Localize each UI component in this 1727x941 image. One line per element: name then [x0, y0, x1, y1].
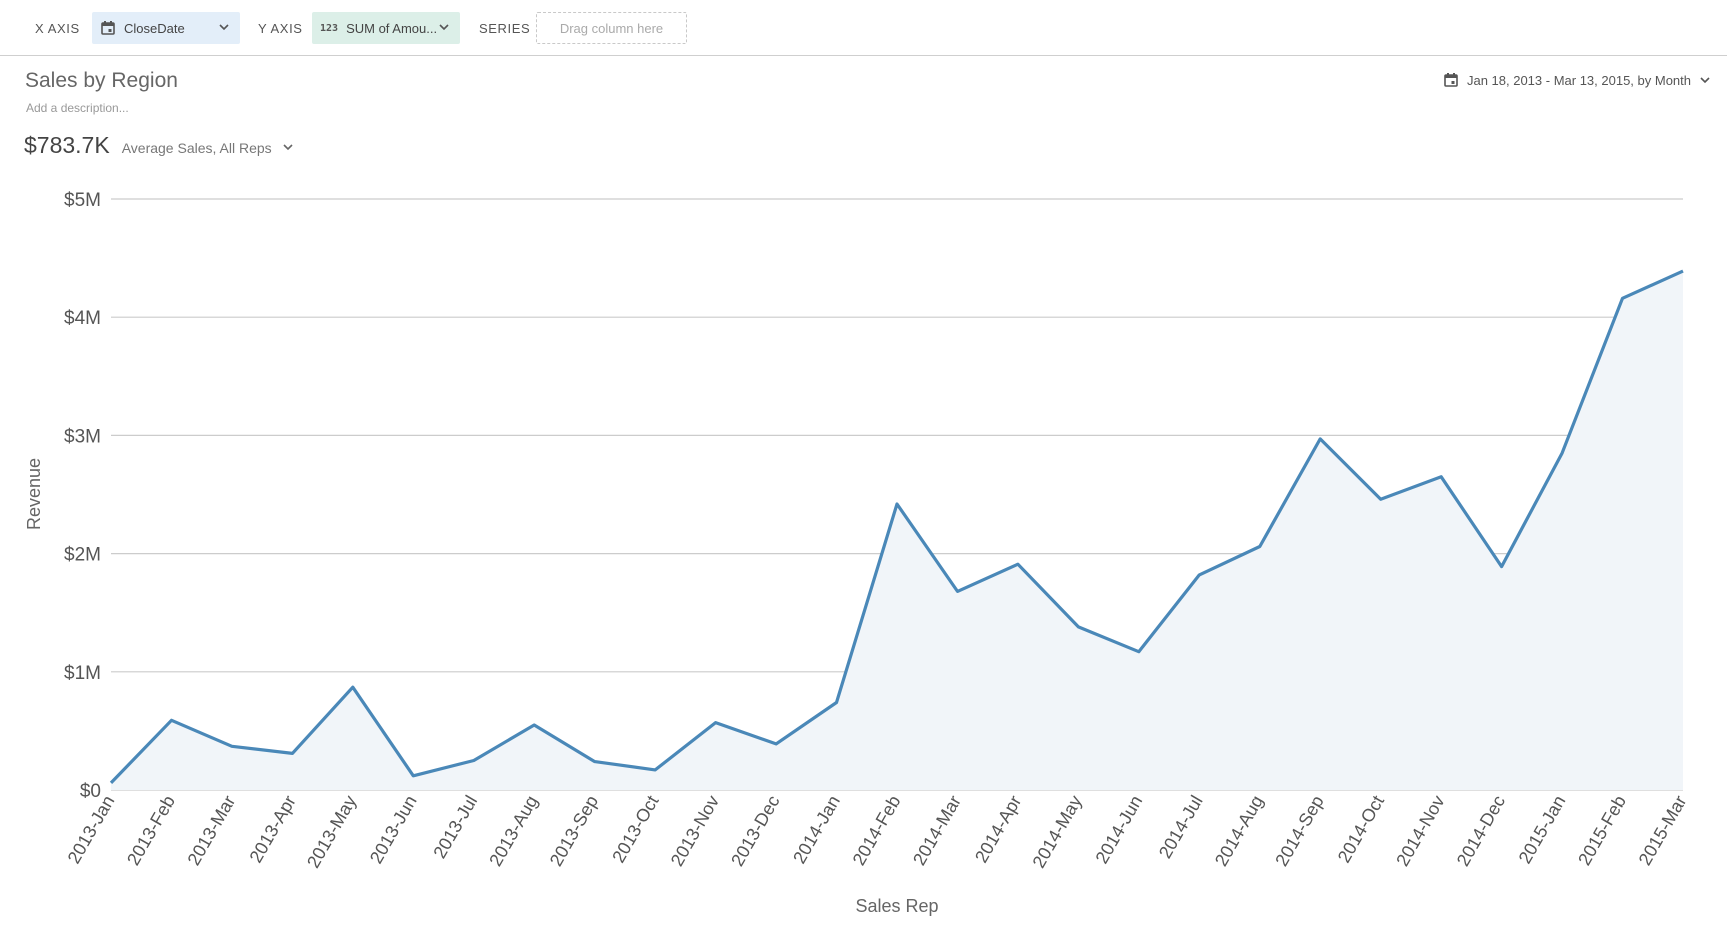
- chevron-down-icon[interactable]: [282, 141, 294, 153]
- data-point[interactable]: [105, 777, 117, 789]
- data-point[interactable]: [1617, 292, 1629, 304]
- data-point[interactable]: [347, 681, 359, 693]
- x-tick-label: 2014-Jul: [1155, 792, 1207, 862]
- y-axis-field-value: SUM of Amou...: [346, 20, 438, 36]
- description-field[interactable]: Add a description...: [26, 101, 129, 115]
- x-tick-label: 2013-Nov: [667, 792, 723, 870]
- x-tick-label: 2013-Jan: [64, 792, 119, 867]
- data-point[interactable]: [226, 740, 238, 752]
- number-type-icon: 123: [320, 22, 339, 34]
- data-point[interactable]: [286, 747, 298, 759]
- data-point[interactable]: [1254, 541, 1266, 553]
- x-tick-label: 2014-Jan: [789, 792, 844, 867]
- data-point[interactable]: [1133, 646, 1145, 658]
- x-tick-label: 2013-May: [303, 792, 360, 871]
- x-tick-label: 2013-Aug: [485, 792, 541, 870]
- series-drop-placeholder: Drag column here: [559, 20, 664, 36]
- data-point[interactable]: [831, 697, 843, 709]
- metric-selector[interactable]: Average Sales, All Reps: [121, 140, 272, 156]
- x-tick-label: 2013-Mar: [184, 792, 240, 869]
- y-tick-label: $3M: [64, 426, 101, 447]
- metric-value: $783.7K: [24, 132, 110, 158]
- x-axis-title: Sales Rep: [855, 896, 938, 916]
- data-point[interactable]: [165, 714, 177, 726]
- x-tick-label: 2014-Jun: [1091, 792, 1146, 867]
- chevron-down-icon[interactable]: [218, 20, 230, 34]
- calendar-icon: [101, 21, 115, 35]
- data-point[interactable]: [1677, 265, 1689, 277]
- x-tick-label: 2013-Jun: [366, 792, 421, 867]
- data-point[interactable]: [1012, 558, 1024, 570]
- data-point[interactable]: [770, 738, 782, 750]
- summary-metric: $783.7K Average Sales, All Reps: [24, 132, 294, 159]
- x-tick-label: 2013-Jul: [429, 792, 481, 862]
- series-line: [109, 269, 1684, 785]
- x-tick-label: 2014-Aug: [1211, 792, 1267, 870]
- chevron-down-icon: [1700, 77, 1710, 84]
- y-tick-layer: $0 $1M $2M $3M $4M $5M: [64, 190, 101, 802]
- line-layer: [105, 265, 1689, 789]
- x-axis-field-value: CloseDate: [124, 20, 185, 36]
- data-point[interactable]: [589, 756, 601, 768]
- series-label: SERIES: [479, 21, 531, 36]
- chevron-down-icon[interactable]: [438, 20, 450, 34]
- x-tick-label: 2015-Jan: [1515, 792, 1570, 867]
- y-tick-label: $2M: [64, 545, 101, 566]
- x-tick-label: 2013-Sep: [546, 792, 602, 870]
- x-axis-field-pill[interactable]: CloseDate: [92, 12, 240, 44]
- x-tick-label: 2015-Feb: [1574, 792, 1630, 869]
- y-tick-label: $1M: [64, 663, 101, 684]
- x-tick-label: 2014-Feb: [849, 792, 905, 869]
- area-layer: [111, 271, 1683, 791]
- calendar-icon: [1444, 73, 1458, 87]
- x-tick-label: 2013-Dec: [727, 792, 783, 870]
- y-axis-field-pill[interactable]: 123 SUM of Amou...: [312, 12, 460, 44]
- data-point[interactable]: [891, 498, 903, 510]
- x-tick-label: 2014-Apr: [971, 792, 1025, 866]
- x-tick-label: 2013-Feb: [123, 792, 179, 869]
- y-axis-title: Revenue: [24, 458, 44, 530]
- x-axis-label: X AXIS: [35, 21, 80, 36]
- data-point[interactable]: [1314, 433, 1326, 445]
- x-tick-label: 2014-Dec: [1453, 792, 1509, 870]
- y-tick-label: $5M: [64, 190, 101, 211]
- data-point[interactable]: [528, 719, 540, 731]
- data-point[interactable]: [951, 585, 963, 597]
- data-point[interactable]: [649, 764, 661, 776]
- data-point[interactable]: [407, 770, 419, 782]
- series-area: [111, 271, 1683, 791]
- x-tick-label: 2014-May: [1029, 792, 1086, 871]
- x-tick-layer: 2013-Jan 2013-Feb 2013-Mar 2013-Apr 2013-May…: [64, 792, 1691, 871]
- x-tick-label: 2015-Mar: [1635, 792, 1691, 869]
- data-point[interactable]: [1556, 447, 1568, 459]
- data-point[interactable]: [1193, 569, 1205, 581]
- x-tick-label: 2014-Nov: [1392, 792, 1448, 870]
- x-tick-label: 2013-Oct: [608, 792, 662, 866]
- revenue-line-chart: $0$1M$2M$3M$4M$5M 2013-Jan 2013-Feb 2013-M…: [24, 190, 1691, 916]
- data-point[interactable]: [1072, 621, 1084, 633]
- y-tick-label: $4M: [64, 308, 101, 329]
- date-range-text: Jan 18, 2013 - Mar 13, 2015, by Month: [1466, 72, 1691, 88]
- x-tick-label: 2013-Apr: [245, 792, 299, 866]
- data-point[interactable]: [710, 717, 722, 729]
- x-tick-label: 2014-Sep: [1271, 792, 1327, 870]
- x-tick-label: 2014-Mar: [909, 792, 965, 869]
- y-axis-label: Y AXIS: [258, 21, 303, 36]
- chart-title[interactable]: Sales by Region: [25, 69, 178, 92]
- date-range-selector[interactable]: Jan 18, 2013 - Mar 13, 2015, by Month: [1443, 72, 1711, 88]
- series-drop-zone[interactable]: Drag column here: [536, 12, 687, 44]
- y-tick-label: $0: [80, 781, 101, 802]
- chart-config-toolbar: X AXIS CloseDate Y AXIS 123 SUM of Amou.…: [0, 0, 1727, 56]
- x-tick-label: 2014-Oct: [1334, 792, 1388, 866]
- data-point[interactable]: [1435, 471, 1447, 483]
- data-point[interactable]: [1496, 561, 1508, 573]
- data-point[interactable]: [468, 754, 480, 766]
- data-point[interactable]: [1375, 493, 1387, 505]
